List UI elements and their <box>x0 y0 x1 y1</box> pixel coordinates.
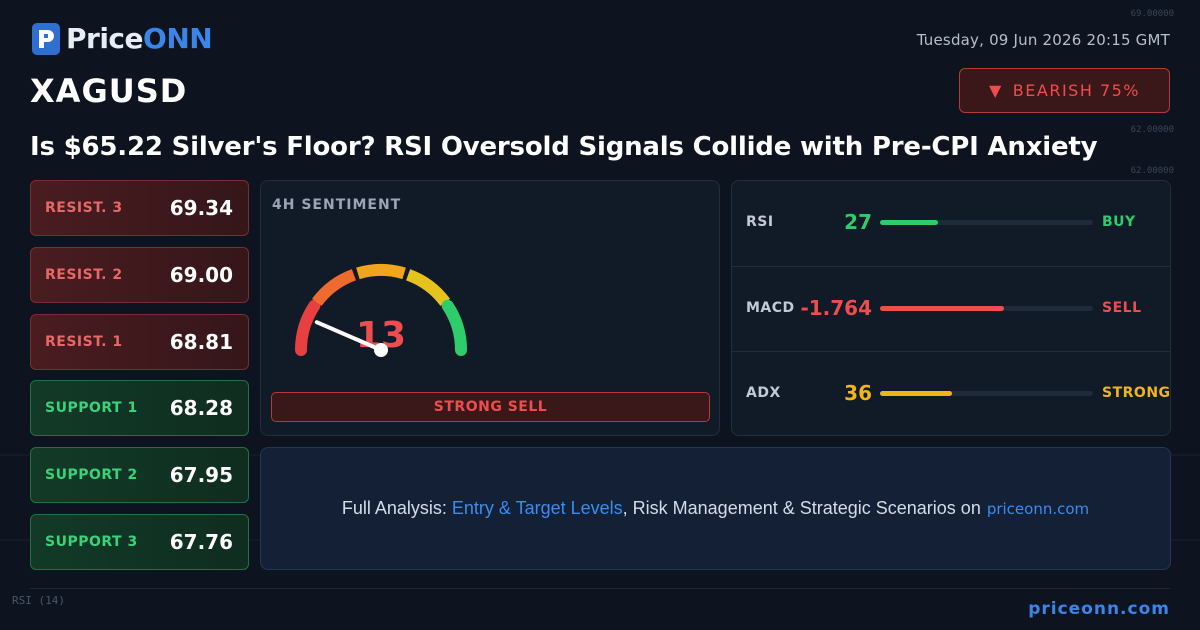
indicator-value: 27 <box>844 210 872 234</box>
bg-axis-label-2: 62.00000 <box>1130 125 1174 135</box>
indicator-bar-fill <box>880 306 1004 311</box>
indicator-value: 36 <box>844 381 872 405</box>
down-arrow-icon: ▼ <box>988 81 1003 100</box>
resistance-level-2: RESIST. 2 69.00 <box>30 246 249 303</box>
level-value: 68.81 <box>169 329 233 354</box>
gauge-hub <box>374 343 388 357</box>
sentiment-gauge: 13 <box>295 264 467 357</box>
support-level-3: SUPPORT 3 67.76 <box>30 514 249 570</box>
brand-logo[interactable]: PriceONN <box>32 22 213 55</box>
indicator-bar-fill <box>880 220 938 225</box>
bg-rsi-label: RSI <box>12 594 32 607</box>
level-label: SUPPORT 1 <box>45 400 138 417</box>
footer-divider <box>30 588 1170 589</box>
indicator-signal: BUY <box>1102 214 1136 230</box>
gauge-segment <box>311 269 357 307</box>
indicator-bar-track <box>880 391 1093 396</box>
bg-axis-label-3: 62.00000 <box>1130 166 1174 176</box>
level-value: 67.76 <box>169 530 233 554</box>
indicator-signal: SELL <box>1102 300 1142 316</box>
gauge-segment <box>295 299 321 356</box>
gauge-segment <box>405 269 451 307</box>
indicator-bar-track <box>880 306 1093 311</box>
symbol-title: XAGUSD <box>30 72 188 110</box>
bias-label: BEARISH 75% <box>1012 81 1140 100</box>
sentiment-title: 4H SENTIMENT <box>272 197 402 213</box>
level-value: 69.00 <box>169 262 233 287</box>
indicator-row-macd: MACD -1.764 SELL <box>732 266 1170 351</box>
cta-middle: , Risk Management & Strategic Scenarios … <box>622 498 981 518</box>
resistance-level-1: RESIST. 1 68.81 <box>30 313 249 370</box>
indicator-name: MACD <box>746 300 795 316</box>
level-value: 69.34 <box>169 196 233 220</box>
bg-rsi-tag: RSI (14) <box>12 594 65 607</box>
full-analysis-banner[interactable]: Full Analysis: Entry & Target Levels , R… <box>260 447 1171 570</box>
cta-highlight-link[interactable]: Entry & Target Levels <box>451 498 623 518</box>
gauge-needle <box>314 320 383 352</box>
bg-axis-label-1: 69.00000 <box>1130 9 1174 19</box>
gauge-segment <box>441 299 467 356</box>
logo-mark-icon <box>32 22 60 55</box>
level-label: SUPPORT 3 <box>45 534 138 550</box>
level-value: 68.28 <box>169 396 233 421</box>
level-label: RESIST. 3 <box>45 200 123 216</box>
indicator-value: -1.764 <box>800 296 872 320</box>
sentiment-verdict: STRONG SELL <box>271 392 710 422</box>
level-label: RESIST. 2 <box>45 266 123 283</box>
cta-prefix: Full Analysis: <box>341 498 447 518</box>
indicator-row-rsi: RSI 27 BUY <box>732 181 1170 266</box>
cta-site-link[interactable]: priceonn.com <box>986 499 1090 518</box>
datetime: Tuesday, 09 Jun 2026 20:15 GMT <box>916 31 1170 49</box>
indicator-name: ADX <box>746 385 781 401</box>
bias-badge: ▼ BEARISH 75% <box>959 68 1170 113</box>
headline: Is $65.22 Silver's Floor? RSI Oversold S… <box>30 132 1098 162</box>
bg-rsi-period: (14) <box>38 594 66 607</box>
brand-name: PriceONN <box>66 22 213 55</box>
indicator-bar-track <box>880 220 1093 225</box>
indicator-name: RSI <box>746 214 774 230</box>
level-label: SUPPORT 2 <box>45 467 138 484</box>
support-level-1: SUPPORT 1 68.28 <box>30 380 249 437</box>
indicator-row-adx: ADX 36 STRONG <box>732 351 1170 436</box>
indicators-panel: RSI 27 BUY MACD -1.764 SELL ADX 36 STRON… <box>731 180 1171 436</box>
indicator-bar-fill <box>880 391 953 396</box>
support-level-2: SUPPORT 2 67.95 <box>30 447 249 504</box>
indicator-signal: STRONG <box>1102 385 1171 401</box>
gauge-segment <box>356 264 406 280</box>
sentiment-panel: 4H SENTIMENT 13 STRONG SELL <box>260 180 720 436</box>
resistance-level-3: RESIST. 3 69.34 <box>30 180 249 236</box>
level-label: RESIST. 1 <box>45 333 123 350</box>
level-value: 67.95 <box>169 463 233 488</box>
footer-url-link[interactable]: priceonn.com <box>1028 599 1170 619</box>
